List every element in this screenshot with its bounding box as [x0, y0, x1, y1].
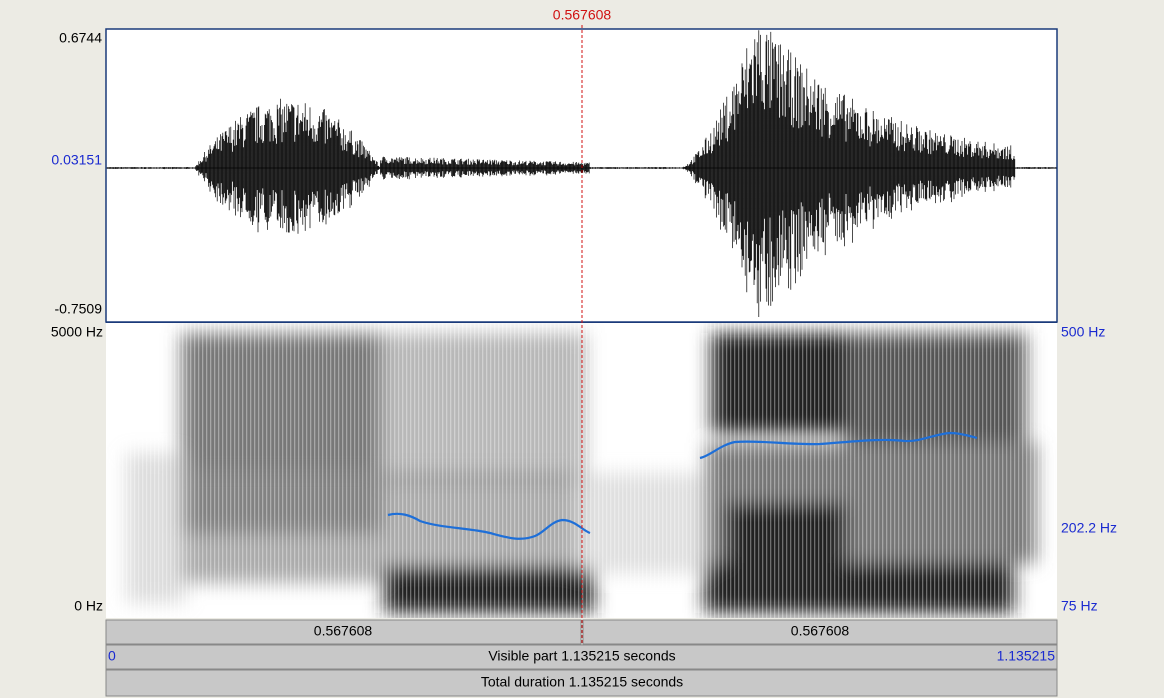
total-bar[interactable] — [105, 669, 1058, 697]
waveform-max: 0.6744 — [59, 30, 102, 46]
pitch-max: 500 Hz — [1061, 324, 1105, 340]
spectrogram — [106, 323, 1057, 618]
freq-max: 5000 Hz — [51, 324, 103, 340]
freq-min: 0 Hz — [74, 598, 103, 614]
waveform-min: -0.7509 — [55, 301, 103, 317]
segment-bar[interactable] — [105, 619, 582, 645]
waveform-mid: 0.03151 — [51, 152, 102, 168]
segment-bar[interactable] — [582, 619, 1058, 645]
visible-bar[interactable] — [105, 644, 1058, 670]
pitch-min: 75 Hz — [1061, 598, 1098, 614]
pitch-curve — [387, 512, 591, 540]
cursor-time: 0.567608 — [553, 7, 612, 23]
spectrogram-view — [106, 323, 1057, 618]
visible-part: Visible part 1.135215 seconds — [488, 648, 675, 664]
total-duration: Total duration 1.135215 seconds — [481, 674, 683, 690]
segment-label: 0.567608 — [314, 623, 373, 639]
pitch-value: 202.2 Hz — [1061, 520, 1117, 536]
segment-label: 0.567608 — [791, 623, 850, 639]
visible-start: 0 — [108, 648, 116, 664]
visible-end: 1.135215 — [997, 648, 1056, 664]
pitch-curve — [699, 431, 978, 460]
